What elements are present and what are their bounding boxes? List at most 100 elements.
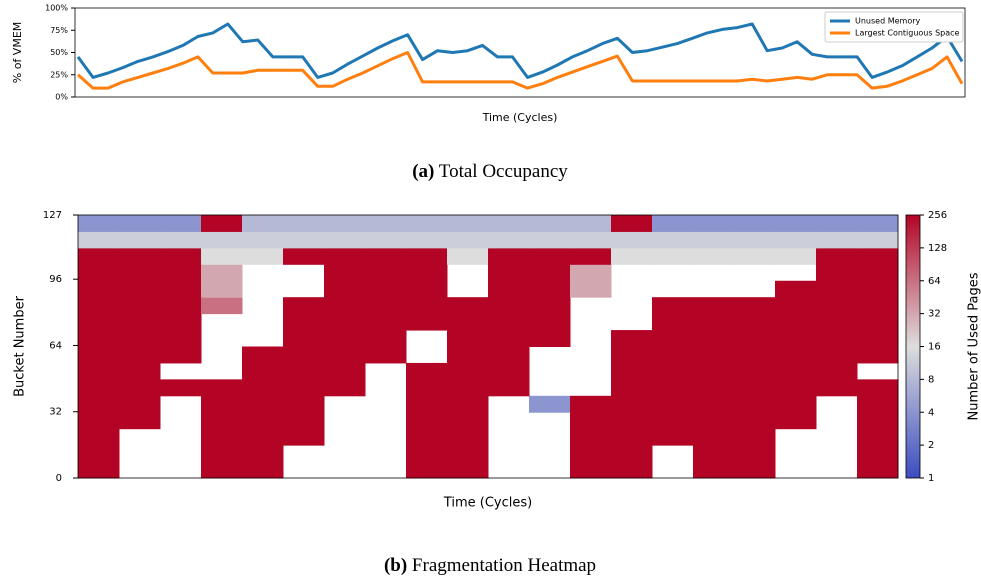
heat-cell <box>570 412 612 430</box>
heat-cell <box>611 330 653 347</box>
heat-cell <box>406 264 448 282</box>
heat-cell <box>242 379 284 397</box>
heat-cell <box>734 395 776 413</box>
heat-cell <box>570 264 612 282</box>
heat-cell <box>611 461 653 479</box>
heat-cell <box>816 215 858 232</box>
heat-cell <box>488 297 530 315</box>
heat-cell <box>283 379 325 397</box>
heat-cell <box>611 412 653 430</box>
heat-cell <box>78 412 120 430</box>
heat-cell <box>201 445 243 463</box>
heat-cell <box>652 412 694 430</box>
heat-cell <box>324 280 366 298</box>
legend-label: Largest Contiguous Space <box>855 29 960 38</box>
heat-cell <box>201 412 243 430</box>
heat-cell <box>734 461 776 479</box>
heat-cell <box>734 330 776 347</box>
heat-cell <box>529 264 571 282</box>
heat-cell <box>242 461 284 479</box>
heat-cell <box>283 313 325 331</box>
heat-cell <box>816 297 858 315</box>
y-tick-label: 32 <box>49 407 62 418</box>
heat-cell <box>365 280 407 298</box>
y-axis-title: Bucket Number <box>13 295 28 396</box>
heat-cell <box>734 231 776 249</box>
heat-cell <box>816 330 858 347</box>
heat-cell <box>447 445 489 463</box>
heat-cell <box>611 362 653 380</box>
heat-cell <box>201 428 243 446</box>
heat-cell <box>324 297 366 315</box>
heat-cell <box>693 330 735 347</box>
heat-cell <box>816 231 858 249</box>
colorbar-title: Number of Used Pages <box>967 272 981 420</box>
heat-cell <box>734 428 776 446</box>
heat-cell <box>611 346 653 364</box>
y-tick-label: 75% <box>50 26 68 35</box>
heat-cell <box>488 379 530 397</box>
heat-cell <box>611 215 653 232</box>
heat-cell <box>201 297 243 315</box>
heat-cell <box>78 379 120 397</box>
heat-cell <box>447 330 489 347</box>
heat-cell <box>857 313 899 331</box>
y-tick-label: 50% <box>50 48 68 57</box>
x-axis-title: Time (Cycles) <box>443 496 532 511</box>
colorbar-tick-label: 256 <box>928 210 947 221</box>
heat-cell <box>160 346 202 364</box>
heat-cell <box>693 362 735 380</box>
heat-cell <box>160 297 202 315</box>
colorbar-tick-label: 1 <box>928 473 934 484</box>
heat-cell <box>78 428 120 446</box>
heat-cell <box>775 215 817 232</box>
heat-cell <box>119 412 161 430</box>
heat-cell <box>406 428 448 446</box>
heat-cell <box>488 313 530 331</box>
heat-cell <box>78 231 120 249</box>
heat-cell <box>652 297 694 315</box>
heat-cell <box>652 313 694 331</box>
heat-cell <box>160 280 202 298</box>
heat-cell <box>160 231 202 249</box>
series-line <box>77 51 964 90</box>
heat-cell <box>119 280 161 298</box>
heat-cell <box>775 379 817 397</box>
heat-cell <box>447 412 489 430</box>
heat-cell <box>283 247 325 265</box>
colorbar-tick-label: 2 <box>928 440 934 451</box>
heat-cell <box>775 362 817 380</box>
heat-cell <box>160 264 202 282</box>
heat-cell <box>734 412 776 430</box>
heat-cell <box>406 247 448 265</box>
heat-cell <box>324 379 366 397</box>
heat-cell <box>775 231 817 249</box>
heat-cell <box>652 346 694 364</box>
heat-cell <box>652 379 694 397</box>
heat-cell <box>652 231 694 249</box>
heat-cell <box>447 379 489 397</box>
heat-cell <box>78 264 120 282</box>
heat-cell <box>857 445 899 463</box>
heat-cell <box>78 280 120 298</box>
heat-cell <box>693 215 735 232</box>
heat-cell <box>734 247 776 265</box>
heat-cell <box>816 280 858 298</box>
heat-cell <box>488 215 530 232</box>
heat-cell <box>160 313 202 331</box>
heat-cell <box>119 346 161 364</box>
heat-cell <box>529 247 571 265</box>
y-tick-label: 96 <box>49 274 62 285</box>
heat-cell <box>570 280 612 298</box>
heat-cell <box>693 313 735 331</box>
heat-cell <box>488 247 530 265</box>
heat-cell <box>283 215 325 232</box>
heat-cell <box>857 247 899 265</box>
heat-cell <box>160 379 202 397</box>
caption-text: Fragmentation Heatmap <box>412 555 596 576</box>
heat-cell <box>119 297 161 315</box>
caption: (b) Fragmentation Heatmap <box>384 555 596 576</box>
heat-cell <box>488 264 530 282</box>
heat-cell <box>78 247 120 265</box>
